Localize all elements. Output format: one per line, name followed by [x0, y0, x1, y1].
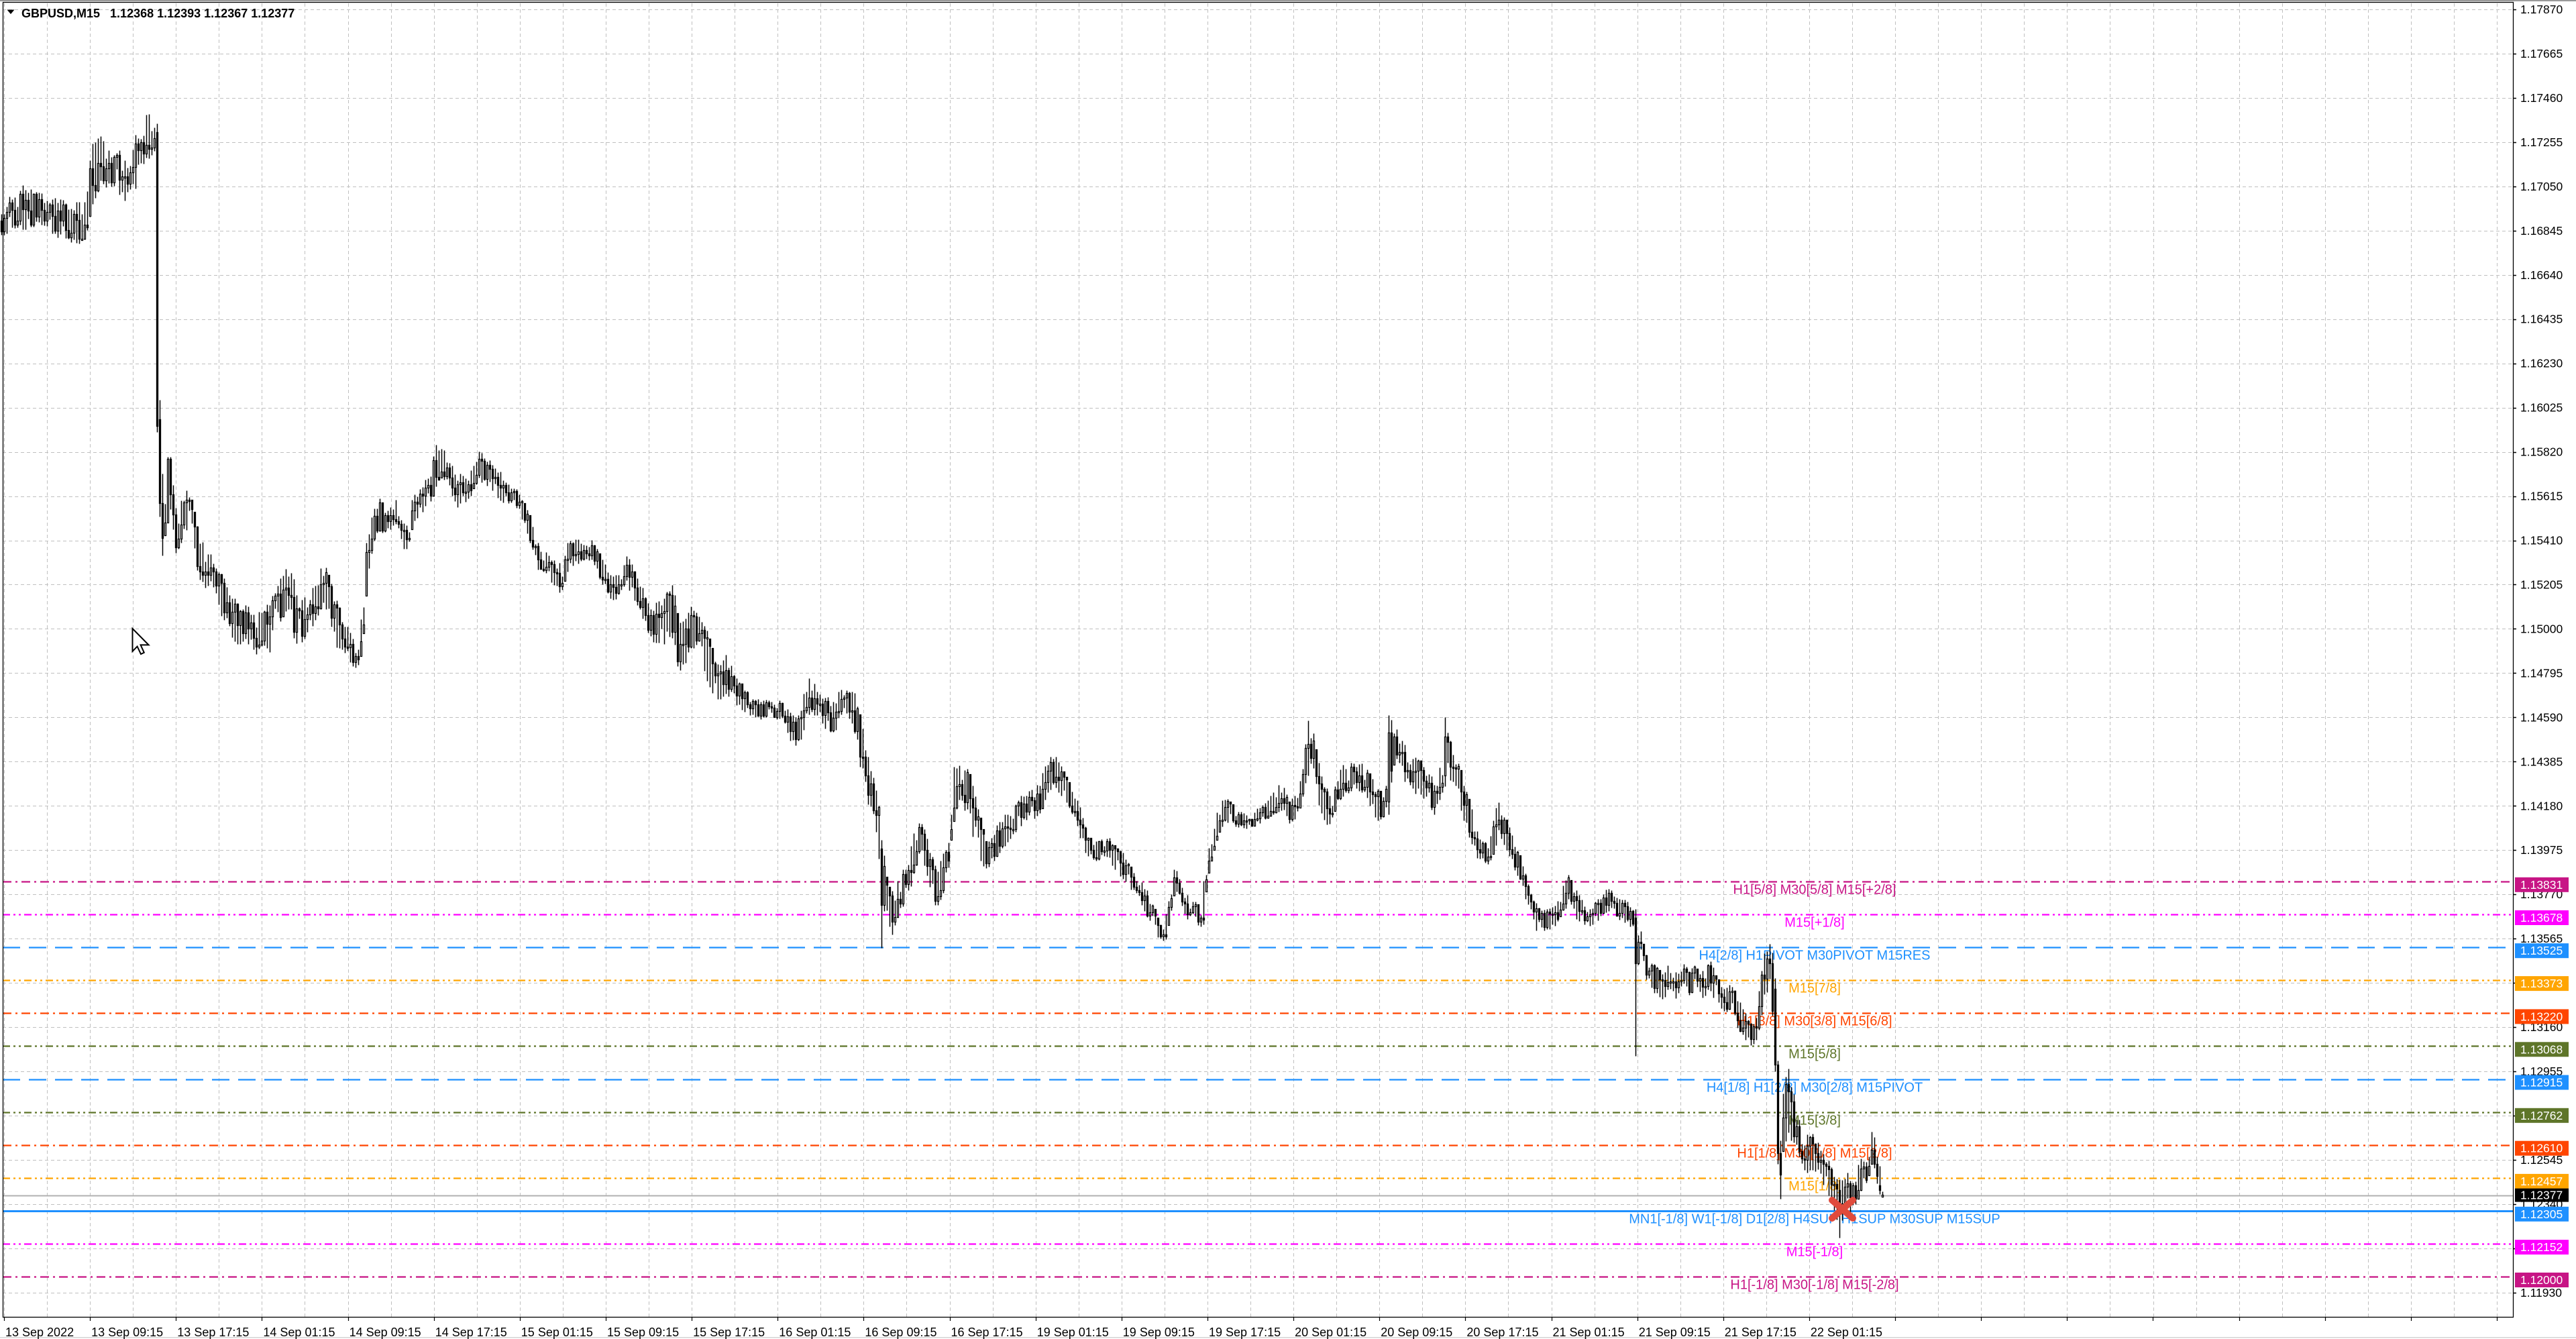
svg-text:1.13220: 1.13220	[2520, 1010, 2563, 1023]
svg-text:1.16435: 1.16435	[2520, 313, 2563, 326]
svg-text:1.12955: 1.12955	[2520, 1065, 2563, 1078]
svg-text:H1[5/8] M30[5/8] M15[+2/8]: H1[5/8] M30[5/8] M15[+2/8]	[1733, 883, 1896, 898]
svg-text:20 Sep 17:15: 20 Sep 17:15	[1466, 1326, 1538, 1339]
svg-text:1.17050: 1.17050	[2520, 180, 2563, 193]
svg-text:15 Sep 09:15: 15 Sep 09:15	[607, 1326, 679, 1339]
svg-text:13 Sep 17:15: 13 Sep 17:15	[177, 1326, 249, 1339]
svg-text:1.17460: 1.17460	[2520, 91, 2563, 105]
svg-text:1.12152: 1.12152	[2520, 1240, 2563, 1254]
svg-text:1.14795: 1.14795	[2520, 666, 2563, 680]
svg-text:1.16230: 1.16230	[2520, 357, 2563, 370]
svg-text:21 Sep 09:15: 21 Sep 09:15	[1639, 1326, 1711, 1339]
svg-text:1.16640: 1.16640	[2520, 268, 2563, 282]
svg-text:15 Sep 01:15: 15 Sep 01:15	[521, 1326, 593, 1339]
svg-text:19 Sep 09:15: 19 Sep 09:15	[1123, 1326, 1195, 1339]
svg-text:M15[-1/8]: M15[-1/8]	[1786, 1245, 1843, 1260]
svg-text:21 Sep 17:15: 21 Sep 17:15	[1725, 1326, 1796, 1339]
svg-text:22 Sep 01:15: 22 Sep 01:15	[1811, 1326, 1882, 1339]
svg-text:1.17870: 1.17870	[2520, 3, 2563, 16]
svg-text:M15[3/8]: M15[3/8]	[1788, 1114, 1841, 1128]
svg-text:1.12610: 1.12610	[2520, 1142, 2563, 1155]
svg-text:1.13678: 1.13678	[2520, 911, 2563, 924]
svg-text:1.16025: 1.16025	[2520, 401, 2563, 415]
svg-text:1.13975: 1.13975	[2520, 843, 2563, 857]
svg-text:M15[+1/8]: M15[+1/8]	[1784, 916, 1845, 930]
svg-text:1.13565: 1.13565	[2520, 932, 2563, 945]
svg-text:19 Sep 17:15: 19 Sep 17:15	[1209, 1326, 1281, 1339]
svg-text:16 Sep 01:15: 16 Sep 01:15	[779, 1326, 851, 1339]
svg-text:1.15615: 1.15615	[2520, 490, 2563, 503]
svg-text:1.15205: 1.15205	[2520, 578, 2563, 592]
svg-text:1.13068: 1.13068	[2520, 1042, 2563, 1056]
svg-text:1.11930: 1.11930	[2520, 1286, 2562, 1299]
svg-text:16 Sep 09:15: 16 Sep 09:15	[865, 1326, 936, 1339]
svg-text:20 Sep 01:15: 20 Sep 01:15	[1295, 1326, 1366, 1339]
svg-text:1.17665: 1.17665	[2520, 47, 2563, 60]
svg-text:H4[2/8] H1PIVOT M30PIVOT M15RE: H4[2/8] H1PIVOT M30PIVOT M15RES	[1699, 949, 1931, 963]
svg-text:M15[1/8]: M15[1/8]	[1788, 1179, 1841, 1194]
svg-text:1.12545: 1.12545	[2520, 1153, 2563, 1167]
svg-text:MN1[-1/8] W1[-1/8] D1[2/8] H4S: MN1[-1/8] W1[-1/8] D1[2/8] H4SUP H1SUP M…	[1629, 1212, 2000, 1227]
svg-text:1.14590: 1.14590	[2520, 710, 2563, 724]
svg-text:1.16845: 1.16845	[2520, 224, 2563, 237]
svg-text:H1[-1/8] M30[-1/8] M15[-2/8]: H1[-1/8] M30[-1/8] M15[-2/8]	[1730, 1278, 1898, 1293]
svg-text:13 Sep 09:15: 13 Sep 09:15	[91, 1326, 163, 1339]
svg-text:1.12305: 1.12305	[2520, 1208, 2563, 1221]
svg-text:16 Sep 17:15: 16 Sep 17:15	[951, 1326, 1023, 1339]
svg-text:1.17255: 1.17255	[2520, 136, 2563, 149]
svg-text:19 Sep 01:15: 19 Sep 01:15	[1037, 1326, 1109, 1339]
svg-text:13 Sep 2022: 13 Sep 2022	[5, 1326, 74, 1339]
svg-text:1.13373: 1.13373	[2520, 977, 2563, 990]
svg-text:1.12762: 1.12762	[2520, 1109, 2563, 1122]
svg-text:14 Sep 01:15: 14 Sep 01:15	[263, 1326, 335, 1339]
svg-text:M15[7/8]: M15[7/8]	[1788, 981, 1841, 996]
svg-text:M15[5/8]: M15[5/8]	[1788, 1047, 1841, 1062]
svg-text:14 Sep 17:15: 14 Sep 17:15	[435, 1326, 507, 1339]
svg-text:1.12000: 1.12000	[2520, 1273, 2563, 1287]
svg-text:15 Sep 17:15: 15 Sep 17:15	[693, 1326, 765, 1339]
svg-text:1.13525: 1.13525	[2520, 944, 2563, 957]
svg-text:1.12457: 1.12457	[2520, 1175, 2563, 1188]
svg-text:1.12915: 1.12915	[2520, 1076, 2563, 1089]
svg-text:1.15000: 1.15000	[2520, 622, 2563, 635]
svg-text:14 Sep 09:15: 14 Sep 09:15	[350, 1326, 421, 1339]
svg-text:H4[1/8] H1[2/8] M30[2/8] M15PI: H4[1/8] H1[2/8] M30[2/8] M15PIVOT	[1707, 1081, 1923, 1095]
svg-text:1.13831: 1.13831	[2520, 878, 2563, 892]
svg-text:1.15820: 1.15820	[2520, 445, 2563, 459]
svg-text:1.15410: 1.15410	[2520, 534, 2563, 547]
svg-text:1.14180: 1.14180	[2520, 799, 2563, 812]
svg-text:1.14385: 1.14385	[2520, 755, 2563, 768]
svg-text:20 Sep 09:15: 20 Sep 09:15	[1381, 1326, 1452, 1339]
svg-text:GBPUSD,M15 1.12368 1.12393 1: GBPUSD,M15 1.12368 1.12393 1.12367 1.123…	[21, 7, 294, 20]
svg-text:1.12377: 1.12377	[2520, 1189, 2563, 1202]
svg-text:21 Sep 01:15: 21 Sep 01:15	[1553, 1326, 1625, 1339]
